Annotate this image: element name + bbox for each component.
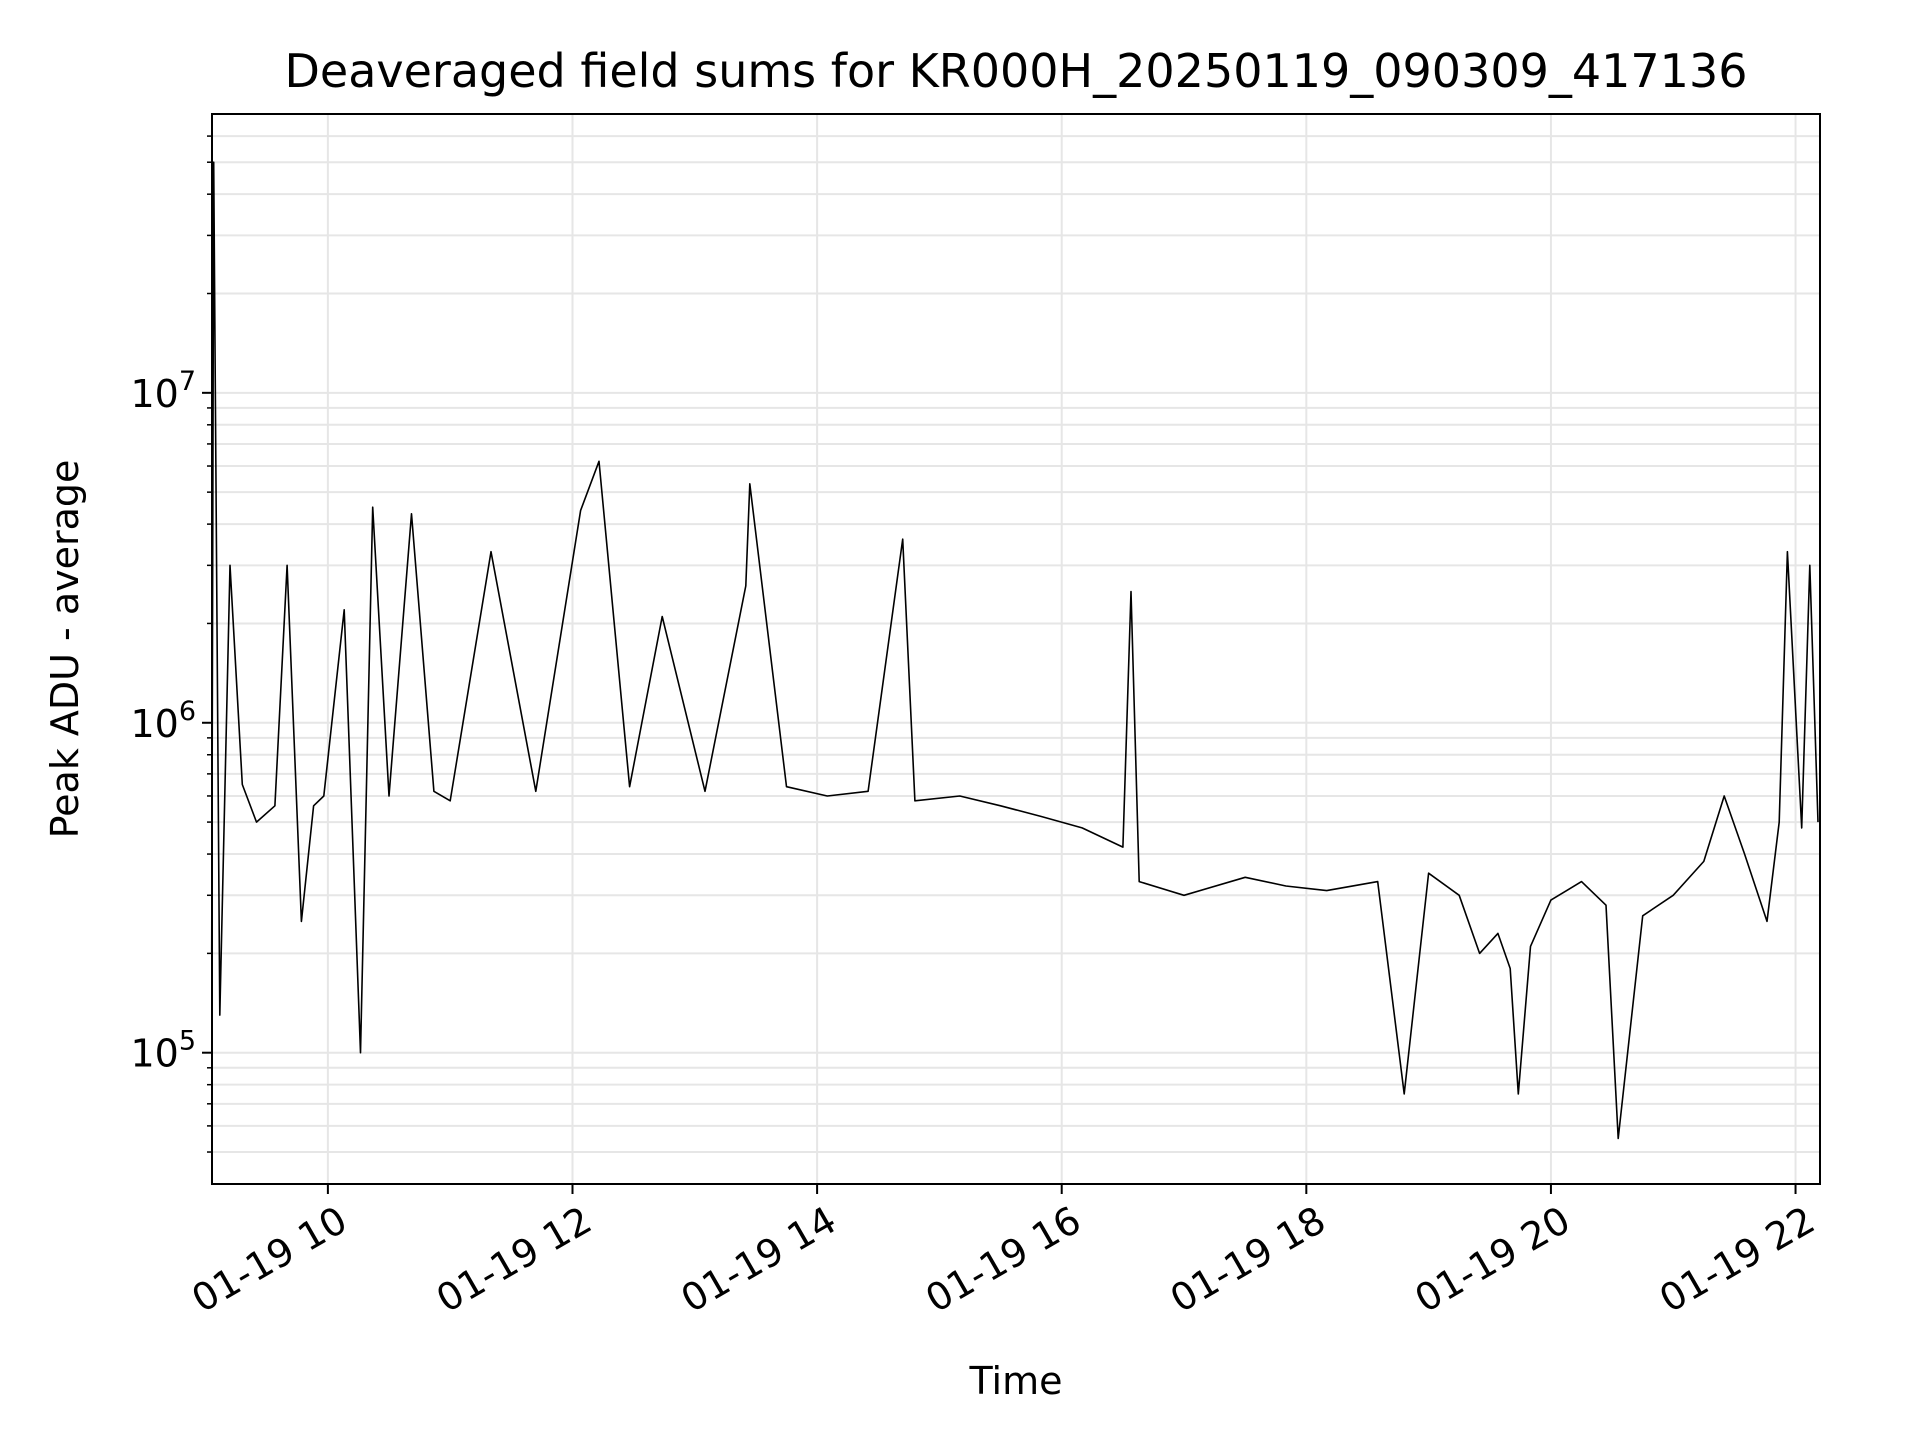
data-layer: [210, 161, 1819, 1140]
y-axis-label: Peak ADU - average: [43, 460, 87, 839]
chart-title: Deaveraged field sums for KR000H_2025011…: [285, 44, 1748, 98]
y-tick-label: 107: [130, 366, 196, 416]
x-tick-label: 01-19 18: [1163, 1198, 1333, 1322]
x-tick-label: 01-19 16: [918, 1198, 1088, 1322]
x-tick-label: 01-19 22: [1652, 1198, 1822, 1322]
y-tick-label: 106: [130, 696, 196, 746]
x-axis-label: Time: [969, 1359, 1063, 1403]
plot-frame: [211, 113, 1821, 1185]
x-tick-label: 01-19 20: [1407, 1198, 1577, 1322]
x-tick-label: 01-19 10: [184, 1198, 354, 1322]
y-tick-label: 105: [130, 1026, 196, 1076]
x-tick-label: 01-19 12: [429, 1198, 599, 1322]
tick-layer: 105 106 107 01-19 10 01-19 12 01-19 14 01-19 1…: [130, 135, 1822, 1322]
grid-layer: [212, 114, 1820, 1184]
series-line: [210, 161, 1819, 1140]
x-tick-label: 01-19 14: [674, 1198, 844, 1322]
